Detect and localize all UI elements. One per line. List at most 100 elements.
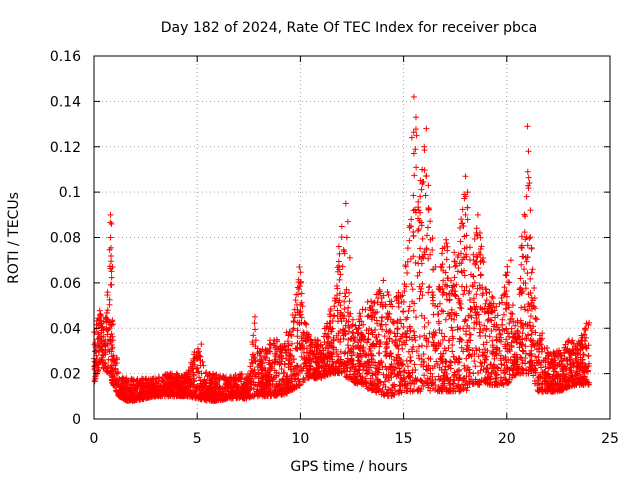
data-point xyxy=(281,340,288,347)
data-point xyxy=(343,318,350,325)
data-point xyxy=(330,361,337,368)
data-point xyxy=(441,345,448,352)
data-point xyxy=(451,258,458,265)
data-point xyxy=(327,307,334,314)
data-point xyxy=(400,308,407,315)
data-point xyxy=(483,339,490,346)
data-point xyxy=(473,258,480,265)
data-point xyxy=(341,305,348,312)
data-point xyxy=(376,350,383,357)
data-point xyxy=(468,353,475,360)
data-point xyxy=(423,343,430,350)
data-point xyxy=(532,329,539,336)
data-point xyxy=(106,296,113,303)
data-point xyxy=(94,366,101,373)
data-point xyxy=(425,289,432,296)
data-point xyxy=(412,259,419,266)
data-point xyxy=(507,257,514,264)
data-point xyxy=(492,350,499,357)
data-point xyxy=(425,338,432,345)
data-point xyxy=(524,123,531,130)
data-point xyxy=(491,321,498,328)
data-point xyxy=(440,277,447,284)
data-point xyxy=(362,375,369,382)
data-point xyxy=(460,291,467,298)
data-point xyxy=(534,346,541,353)
data-point xyxy=(489,295,496,302)
data-point xyxy=(370,340,377,347)
data-point xyxy=(451,249,458,256)
data-point xyxy=(298,290,305,297)
data-point xyxy=(107,219,114,226)
data-point xyxy=(410,129,417,136)
data-point xyxy=(518,289,525,296)
data-point xyxy=(371,362,378,369)
data-point xyxy=(377,290,384,297)
data-point xyxy=(252,326,259,333)
data-point xyxy=(429,334,436,341)
data-point xyxy=(277,360,284,367)
data-point xyxy=(477,272,484,279)
data-point xyxy=(475,369,482,376)
data-point xyxy=(348,335,355,342)
data-point xyxy=(556,360,563,367)
data-point xyxy=(585,352,592,359)
data-point xyxy=(387,364,394,371)
data-point xyxy=(340,246,347,253)
data-point xyxy=(166,374,173,381)
data-point xyxy=(374,385,381,392)
data-point xyxy=(425,255,432,262)
data-point xyxy=(519,336,526,343)
data-point xyxy=(443,370,450,377)
data-point xyxy=(520,280,527,287)
data-point xyxy=(448,277,455,284)
data-point xyxy=(506,346,513,353)
data-point xyxy=(285,342,292,349)
data-point xyxy=(463,232,470,239)
data-point xyxy=(391,381,398,388)
data-point xyxy=(488,309,495,316)
data-point xyxy=(127,393,134,400)
data-point xyxy=(370,359,377,366)
data-point xyxy=(335,243,342,250)
data-point xyxy=(270,340,277,347)
data-point xyxy=(252,337,259,344)
data-point xyxy=(412,337,419,344)
data-point xyxy=(420,382,427,389)
data-point xyxy=(355,330,362,337)
data-point xyxy=(411,361,418,368)
data-point xyxy=(233,395,240,402)
data-point xyxy=(376,286,383,293)
data-point xyxy=(526,360,533,367)
data-point xyxy=(521,304,528,311)
data-point xyxy=(432,376,439,383)
data-point xyxy=(502,369,509,376)
data-point xyxy=(424,232,431,239)
data-point xyxy=(394,325,401,332)
data-point xyxy=(331,303,338,310)
data-point xyxy=(448,324,455,331)
data-point xyxy=(404,258,411,265)
data-point xyxy=(430,311,437,318)
data-point xyxy=(249,360,256,367)
data-point xyxy=(416,269,423,276)
data-point xyxy=(402,381,409,388)
data-point xyxy=(499,321,506,328)
data-point xyxy=(109,344,116,351)
data-point xyxy=(416,254,423,261)
data-point xyxy=(394,354,401,361)
data-point xyxy=(430,329,437,336)
data-point xyxy=(461,362,468,369)
data-point xyxy=(417,288,424,295)
data-point xyxy=(444,275,451,282)
data-point xyxy=(477,245,484,252)
data-point xyxy=(463,387,470,394)
data-point xyxy=(522,343,529,350)
data-point xyxy=(424,224,431,231)
data-point xyxy=(483,326,490,333)
data-point xyxy=(531,284,538,291)
data-point xyxy=(197,395,204,402)
data-point xyxy=(386,336,393,343)
data-point xyxy=(506,320,513,327)
data-point xyxy=(418,219,425,226)
